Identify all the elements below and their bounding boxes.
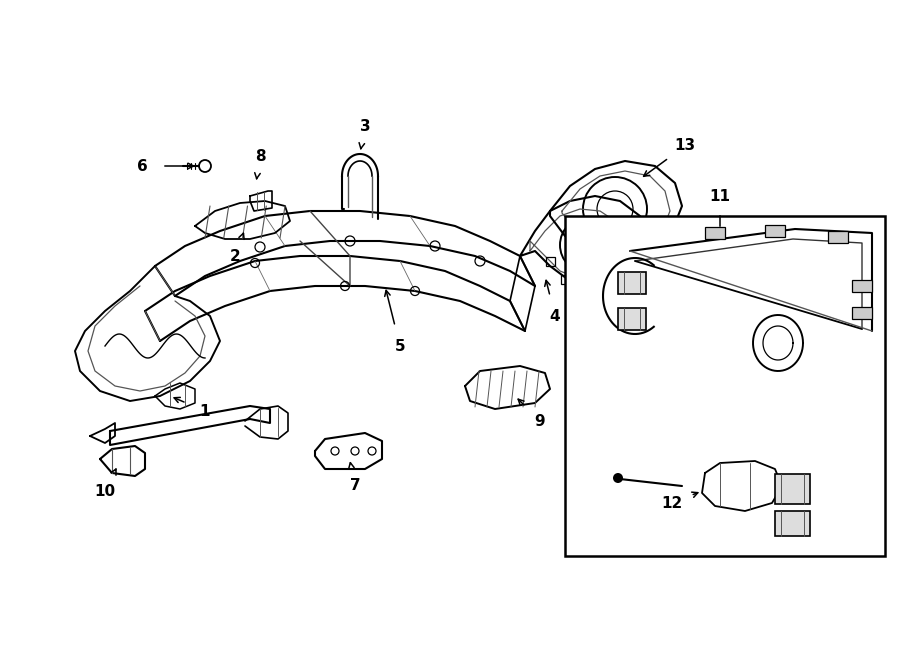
Bar — [705, 227, 725, 239]
Bar — [775, 474, 809, 504]
Bar — [618, 308, 646, 330]
Text: 2: 2 — [230, 249, 240, 264]
Text: 3: 3 — [360, 118, 370, 134]
Bar — [765, 225, 785, 237]
Text: 6: 6 — [137, 159, 148, 173]
Bar — [561, 274, 570, 284]
Text: 12: 12 — [662, 496, 682, 510]
Circle shape — [613, 473, 623, 483]
Bar — [620, 272, 629, 280]
Bar — [775, 510, 809, 535]
Bar — [828, 231, 848, 243]
Text: 13: 13 — [674, 139, 696, 153]
Bar — [565, 216, 885, 556]
Text: 9: 9 — [535, 414, 545, 428]
Text: 10: 10 — [94, 483, 115, 498]
Text: 7: 7 — [350, 479, 360, 494]
Bar — [852, 280, 872, 292]
Bar — [634, 256, 643, 266]
Text: 1: 1 — [200, 403, 211, 418]
Text: 4: 4 — [550, 309, 561, 323]
Text: 5: 5 — [395, 338, 405, 354]
Text: 11: 11 — [709, 188, 731, 204]
Text: 8: 8 — [255, 149, 266, 163]
Bar — [618, 272, 646, 294]
Bar — [852, 307, 872, 319]
Bar — [545, 256, 554, 266]
